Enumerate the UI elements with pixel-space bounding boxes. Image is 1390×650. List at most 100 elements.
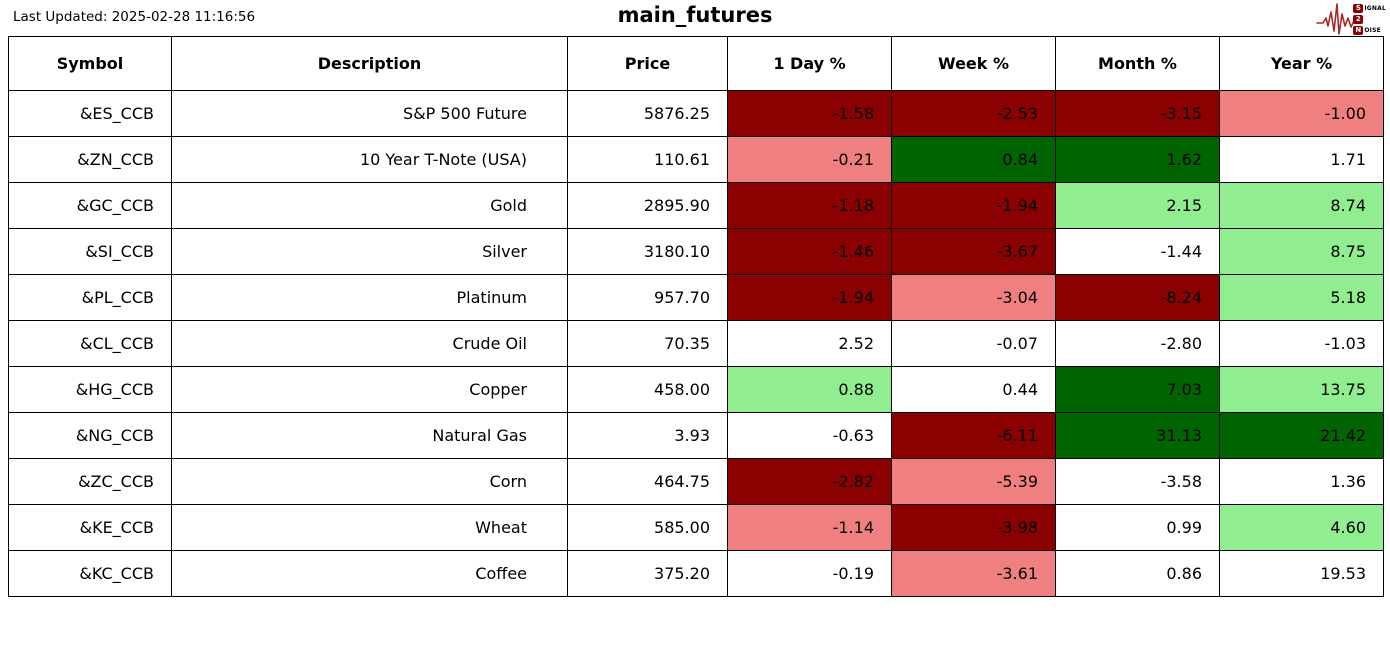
cell-month: -3.58 [1055, 458, 1220, 505]
table-row: &CL_CCB Crude Oil 70.35 2.52 -0.07 -2.80 -1.03 [8, 320, 1384, 367]
column-header-month: Month % [1055, 36, 1220, 91]
cell-description: Corn [171, 458, 568, 505]
column-header-description: Description [171, 36, 568, 91]
cell-month: 31.13 [1055, 412, 1220, 459]
cell-week: -1.94 [891, 182, 1056, 229]
cell-week: -3.61 [891, 550, 1056, 597]
table-row: &ZN_CCB 10 Year T-Note (USA) 110.61 -0.21 0.… [8, 136, 1384, 183]
column-header-day: 1 Day % [727, 36, 892, 91]
cell-day: -1.94 [727, 274, 892, 321]
table-row: &ZC_CCB Corn 464.75 -2.82 -5.39 -3.58 1.36 [8, 458, 1384, 505]
cell-week: -3.98 [891, 504, 1056, 551]
cell-day: -1.14 [727, 504, 892, 551]
logo-text-oise: OISE [1364, 26, 1381, 34]
table-row: &GC_CCB Gold 2895.90 -1.18 -1.94 2.15 8.74 [8, 182, 1384, 229]
logo-line-2: 2 [1353, 14, 1386, 25]
cell-week: -5.39 [891, 458, 1056, 505]
table-row: &KE_CCB Wheat 585.00 -1.14 -3.98 0.99 4.60 [8, 504, 1384, 551]
cell-description: 10 Year T-Note (USA) [171, 136, 568, 183]
cell-week: -3.04 [891, 274, 1056, 321]
cell-year: 4.60 [1219, 504, 1384, 551]
table-row: &KC_CCB Coffee 375.20 -0.19 -3.61 0.86 19.53 [8, 550, 1384, 597]
cell-price: 957.70 [567, 274, 728, 321]
cell-description: Natural Gas [171, 412, 568, 459]
cell-day: -2.82 [727, 458, 892, 505]
cell-month: 2.15 [1055, 182, 1220, 229]
cell-year: -1.03 [1219, 320, 1384, 367]
cell-week: -3.67 [891, 228, 1056, 275]
waveform-icon [1316, 3, 1361, 35]
cell-symbol: &PL_CCB [8, 274, 172, 321]
page-title: main_futures [617, 3, 773, 27]
cell-month: 1.62 [1055, 136, 1220, 183]
cell-week: 0.44 [891, 366, 1056, 413]
cell-day: -1.46 [727, 228, 892, 275]
cell-year: -1.00 [1219, 90, 1384, 137]
cell-symbol: &ZC_CCB [8, 458, 172, 505]
cell-description: Wheat [171, 504, 568, 551]
cell-description: S&P 500 Future [171, 90, 568, 137]
cell-year: 13.75 [1219, 366, 1384, 413]
cell-day: 0.88 [727, 366, 892, 413]
cell-symbol: &GC_CCB [8, 182, 172, 229]
signal2noise-logo: S IGNAL 2 N OISE [1316, 1, 1386, 37]
logo-line-noise: N OISE [1353, 25, 1386, 36]
cell-year: 1.71 [1219, 136, 1384, 183]
cell-symbol: &ZN_CCB [8, 136, 172, 183]
cell-symbol: &CL_CCB [8, 320, 172, 367]
cell-week: -6.11 [891, 412, 1056, 459]
cell-price: 3180.10 [567, 228, 728, 275]
cell-month: -8.24 [1055, 274, 1220, 321]
column-header-week: Week % [891, 36, 1056, 91]
cell-symbol: &NG_CCB [8, 412, 172, 459]
cell-price: 464.75 [567, 458, 728, 505]
futures-table: Symbol Description Price 1 Day % Week % Month… [8, 36, 1384, 597]
table-row: &ES_CCB S&P 500 Future 5876.25 -1.58 -2.53 -3… [8, 90, 1384, 137]
cell-year: 8.74 [1219, 182, 1384, 229]
logo-line-signal: S IGNAL [1353, 3, 1386, 14]
cell-month: 0.99 [1055, 504, 1220, 551]
cell-symbol: &HG_CCB [8, 366, 172, 413]
logo-letter-2: 2 [1353, 14, 1364, 24]
last-updated-text: Last Updated: 2025-02-28 11:16:56 [13, 9, 256, 25]
cell-day: -0.63 [727, 412, 892, 459]
table-row: &SI_CCB Silver 3180.10 -1.46 -3.67 -1.44 8.75 [8, 228, 1384, 275]
logo-letter-s: S [1353, 3, 1364, 13]
cell-description: Copper [171, 366, 568, 413]
cell-day: 2.52 [727, 320, 892, 367]
cell-day: -0.21 [727, 136, 892, 183]
logo-wordmark: S IGNAL 2 N OISE [1353, 3, 1386, 36]
cell-price: 110.61 [567, 136, 728, 183]
column-header-symbol: Symbol [8, 36, 172, 91]
cell-price: 2895.90 [567, 182, 728, 229]
table-row: &NG_CCB Natural Gas 3.93 -0.63 -6.11 31.13 21.… [8, 412, 1384, 459]
column-header-price: Price [567, 36, 728, 91]
cell-price: 3.93 [567, 412, 728, 459]
cell-description: Coffee [171, 550, 568, 597]
cell-month: -2.80 [1055, 320, 1220, 367]
table-header-row: Symbol Description Price 1 Day % Week % Month… [8, 36, 1384, 91]
logo-text-ignal: IGNAL [1364, 4, 1386, 12]
cell-month: 0.86 [1055, 550, 1220, 597]
cell-year: 1.36 [1219, 458, 1384, 505]
cell-week: 0.84 [891, 136, 1056, 183]
cell-month: -3.15 [1055, 90, 1220, 137]
cell-week: -0.07 [891, 320, 1056, 367]
cell-symbol: &KC_CCB [8, 550, 172, 597]
cell-month: 7.03 [1055, 366, 1220, 413]
cell-symbol: &SI_CCB [8, 228, 172, 275]
cell-description: Platinum [171, 274, 568, 321]
cell-year: 5.18 [1219, 274, 1384, 321]
cell-day: -0.19 [727, 550, 892, 597]
cell-price: 458.00 [567, 366, 728, 413]
cell-day: -1.18 [727, 182, 892, 229]
cell-month: -1.44 [1055, 228, 1220, 275]
cell-year: 21.42 [1219, 412, 1384, 459]
cell-symbol: &ES_CCB [8, 90, 172, 137]
cell-symbol: &KE_CCB [8, 504, 172, 551]
cell-description: Silver [171, 228, 568, 275]
table-row: &HG_CCB Copper 458.00 0.88 0.44 7.03 13.75 [8, 366, 1384, 413]
cell-price: 5876.25 [567, 90, 728, 137]
logo-letter-n: N [1353, 25, 1364, 35]
